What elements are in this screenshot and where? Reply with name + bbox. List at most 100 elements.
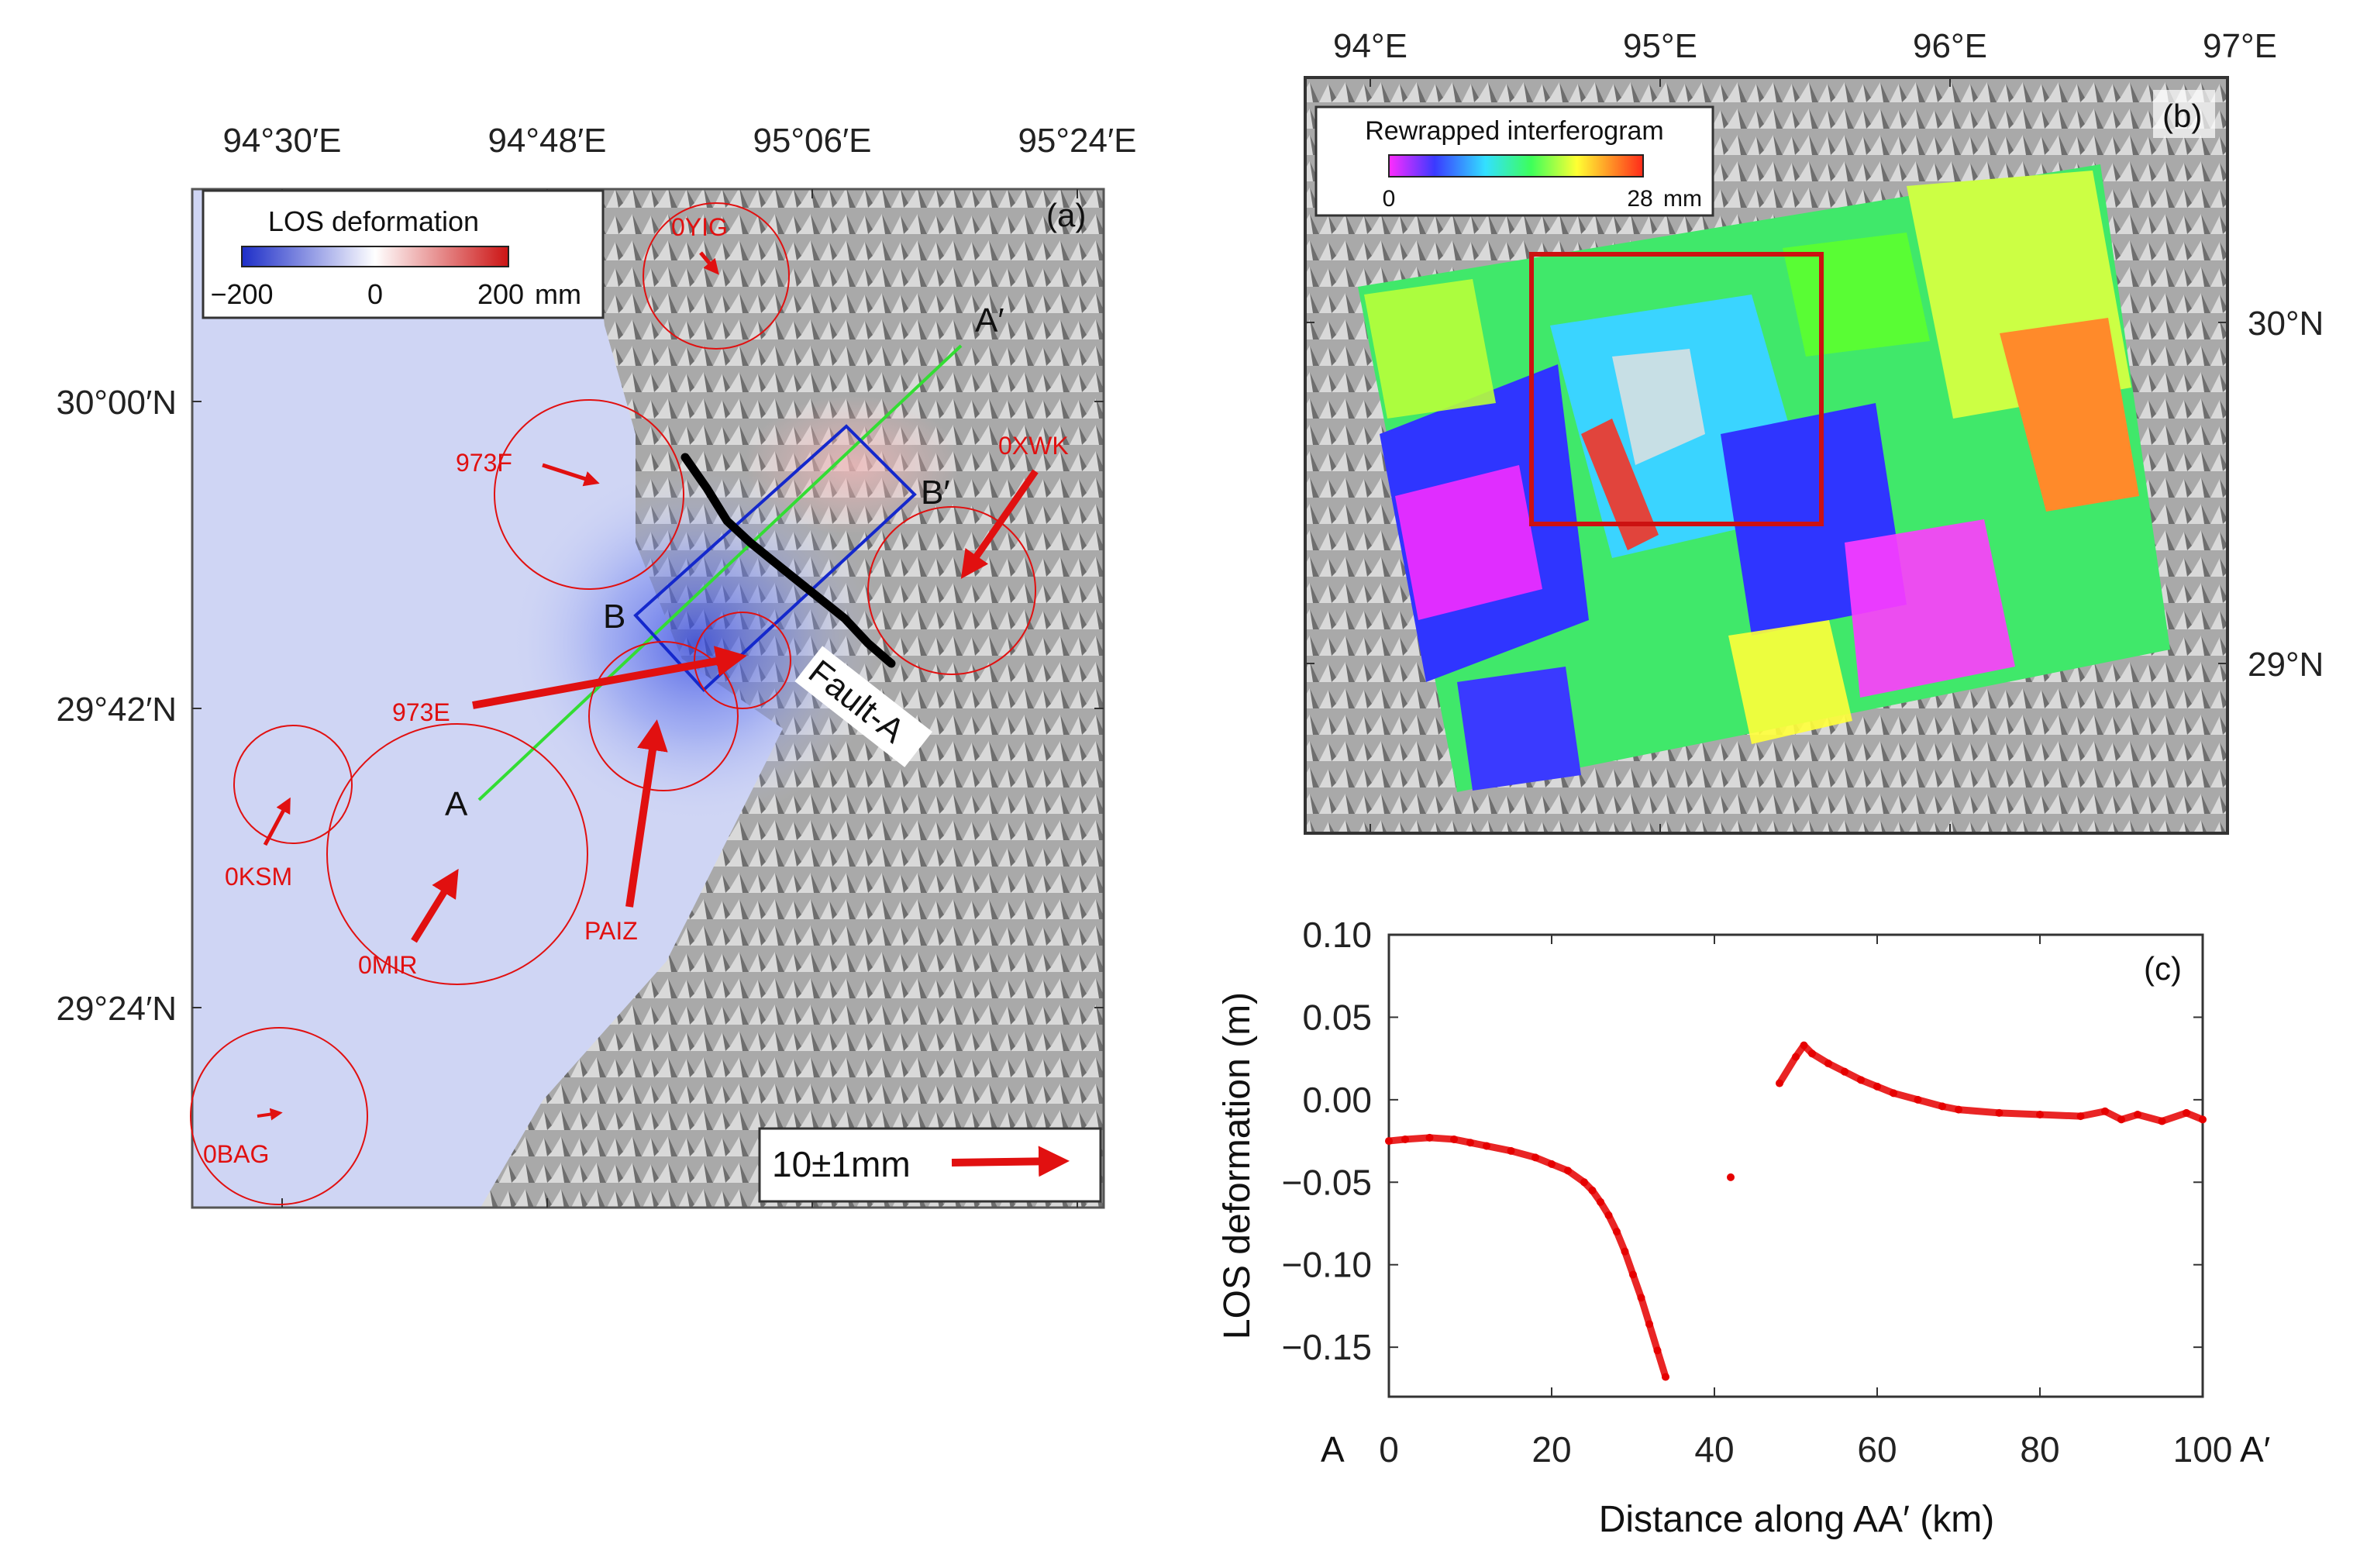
- y-tick-label: 0.05: [1302, 997, 1372, 1037]
- panel-c-profile-chart: 0.10 0.05 0.00 −0.05 −0.10 −0.15 0 20 40 60 80 100…: [1217, 915, 2270, 1540]
- profile-start-label: A: [445, 785, 468, 823]
- colorbar-b-min: 0: [1383, 186, 1396, 212]
- y-axis-title: LOS deformation (m): [1217, 992, 1258, 1339]
- station-circle-0yig: [643, 202, 790, 350]
- point-band-segment: [1483, 1142, 1514, 1155]
- panel-b-tag-bg: [2153, 90, 2215, 138]
- point-band-segment: [1890, 1089, 1921, 1104]
- lat-tick-label: 30°N: [2248, 305, 2324, 343]
- arrow-0bag: [257, 1108, 283, 1121]
- point-band-segment: [2134, 1111, 2165, 1125]
- panel-b-tag: (b): [2162, 98, 2202, 134]
- interferogram-study-box: [1529, 252, 1824, 526]
- lon-tick-label: 96°E: [1913, 27, 1987, 65]
- x-tick-label: 40: [1694, 1429, 1734, 1470]
- x-tick-label: 100: [2173, 1429, 2233, 1470]
- lon-tick-label: 95°06′E: [753, 122, 871, 160]
- x-tick-labels: 0 20 40 60 80 100: [1379, 1429, 2232, 1470]
- arrow-0ksm: [263, 797, 291, 846]
- chart-tag: (c): [2144, 950, 2182, 987]
- station-circle-973e: [694, 612, 791, 709]
- lon-tick-label: 97°E: [2203, 27, 2277, 65]
- point-band-segment: [1914, 1096, 1946, 1110]
- station-label-0yig: 0YIG: [671, 213, 728, 241]
- arrow-973e: [472, 646, 747, 709]
- fault-trace: [680, 453, 896, 668]
- x-tick-label: 0: [1379, 1429, 1399, 1470]
- point-band-segment: [1507, 1147, 1539, 1161]
- chart-tick-marks: [1388, 934, 2203, 1397]
- station-label-0mir: 0MIR: [358, 951, 417, 979]
- y-tick-label: −0.15: [1282, 1327, 1372, 1367]
- point-band-segment: [1638, 1294, 1653, 1328]
- map-b-frame: [1304, 76, 2229, 835]
- arrow-0mir: [411, 868, 459, 943]
- point-band-segment: [1426, 1134, 1458, 1143]
- station-label-973e: 973E: [392, 698, 450, 726]
- colorbar-a: LOS deformation −200 0 200 mm: [202, 189, 605, 319]
- arrow-973f: [542, 463, 600, 487]
- terrain-area-north: [605, 189, 1104, 419]
- point-band-segment: [2077, 1108, 2109, 1120]
- velocity-scale: 10±1mm: [758, 1127, 1102, 1203]
- tick-marks-b: [1305, 78, 2227, 833]
- station-circle-0bag: [190, 1027, 368, 1205]
- data-point: [2199, 1115, 2207, 1124]
- colorbar-a-min: −200: [210, 278, 273, 310]
- colorbar-b: Rewrapped interferogram 0 28 mm: [1314, 105, 1714, 217]
- colorbar-b-max: 28: [1627, 186, 1652, 212]
- colorbar-b-title: Rewrapped interferogram: [1365, 116, 1664, 146]
- map-a-frame: [191, 188, 1105, 1209]
- point-band-segment: [1629, 1270, 1645, 1301]
- fault-label-bg: [794, 646, 932, 767]
- gps-arrows: [257, 251, 1039, 1121]
- y-tick-labels: 0.10 0.05 0.00 −0.05 −0.10 −0.15: [1282, 915, 1372, 1367]
- box-right-label: B′: [921, 474, 950, 512]
- colorbar-a-mid: 0: [367, 278, 383, 310]
- box-left-label: B: [603, 598, 625, 636]
- profile-end-label: A′: [975, 302, 1004, 339]
- colorbar-a-unit: mm: [535, 278, 581, 310]
- station-circle-973f: [494, 399, 684, 590]
- lon-tick-labels-b: 94°E 95°E 96°E 97°E: [1333, 27, 2277, 65]
- station-label-0ksm: 0KSM: [225, 863, 292, 891]
- lon-tick-label: 95°E: [1623, 27, 1697, 65]
- x-tick-label: 60: [1857, 1429, 1897, 1470]
- colorbar-b-unit: mm: [1663, 186, 1702, 212]
- data-point: [1727, 1173, 1735, 1181]
- y-tick-label: −0.10: [1282, 1245, 1372, 1285]
- point-band-segment: [1955, 1106, 2003, 1117]
- colorbar-b-ramp: [1388, 154, 1644, 177]
- point-band-segment: [1776, 1053, 1800, 1087]
- point-band-segment: [1996, 1109, 2044, 1118]
- station-circle-0xwk: [867, 506, 1036, 675]
- lat-tick-label: 29°42′N: [56, 691, 177, 729]
- station-label-paiz: PAIZ: [584, 917, 638, 945]
- lon-tick-label: 95°24′E: [1018, 122, 1136, 160]
- lon-tick-label: 94°48′E: [488, 122, 606, 160]
- station-label-0bag: 0BAG: [203, 1140, 269, 1168]
- station-circle-0ksm: [233, 725, 353, 844]
- interferogram-swath: [1358, 164, 2170, 792]
- uplift-lobe: [744, 395, 961, 535]
- point-band-segment: [1645, 1320, 1661, 1354]
- chart-points: [1385, 1041, 2207, 1381]
- lat-tick-label: 29°N: [2248, 646, 2324, 684]
- arrow-paiz: [625, 719, 668, 908]
- x-tick-label: 20: [1531, 1429, 1571, 1470]
- y-tick-label: 0.10: [1302, 915, 1372, 955]
- x-start-label: A: [1321, 1429, 1345, 1470]
- x-tick-label: 80: [2020, 1429, 2059, 1470]
- station-label-0xwk: 0XWK: [998, 432, 1069, 460]
- station-circle-paiz: [588, 641, 739, 791]
- station-label-973f: 973F: [456, 449, 512, 477]
- chart-frame: [1387, 933, 2204, 1398]
- lat-tick-labels-b: 30°N 29°N: [2248, 305, 2324, 684]
- gps-labels: 0YIG 973F 0XWK 973E PAIZ 0KSM 0MIR 0BAG: [203, 213, 1069, 1168]
- scale-label: 10±1mm: [772, 1144, 911, 1184]
- profile-line-aa: [477, 344, 963, 801]
- point-band-segment: [2036, 1111, 2084, 1120]
- colorbar-a-ramp: [241, 246, 509, 267]
- arrow-0yig: [699, 251, 719, 275]
